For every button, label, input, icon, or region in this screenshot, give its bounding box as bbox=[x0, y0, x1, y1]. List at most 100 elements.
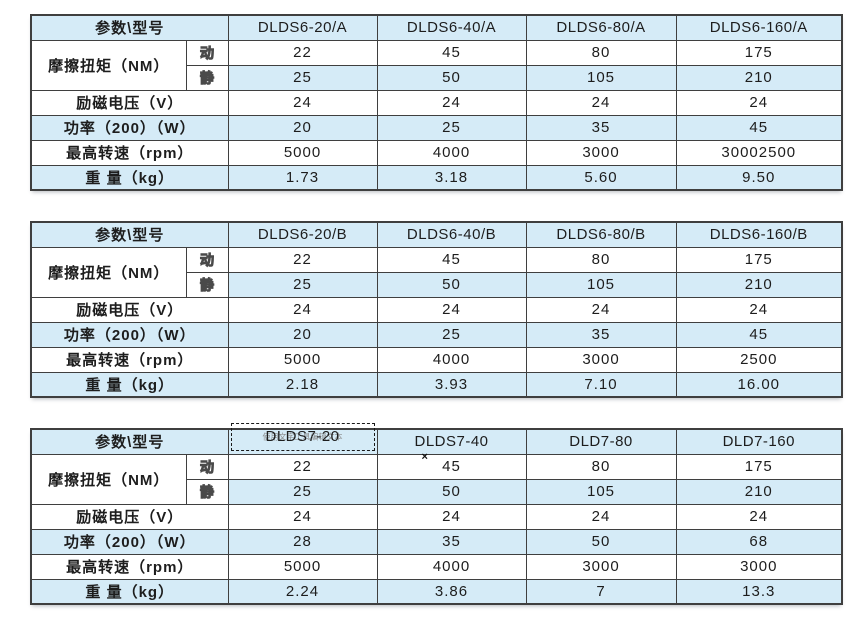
placeholder-watermark: 使用文字工具编辑文本 bbox=[262, 432, 343, 442]
power-value: 35 bbox=[525, 114, 677, 141]
weight-value: 2.18 bbox=[227, 371, 378, 398]
static-torque-value: 210 bbox=[675, 271, 843, 298]
spec-table-dlds7: 参数\型号 使用文字工具编辑文本 DLDS7-20 DLDS7-40 DLD7-… bbox=[30, 423, 844, 605]
static-torque-value: 25 bbox=[227, 64, 378, 91]
model-header: DLDS6-160/B bbox=[675, 221, 843, 248]
dynamic-torque-icon-cell: 动 bbox=[185, 453, 229, 480]
weight-value: 1.73 bbox=[227, 164, 378, 191]
dynamic-glyph-icon: 动 bbox=[200, 44, 215, 61]
static-torque-value: 105 bbox=[525, 478, 677, 505]
voltage-value: 24 bbox=[227, 89, 378, 116]
model-header-placeholder-cell: 使用文字工具编辑文本 DLDS7-20 bbox=[227, 423, 378, 455]
spec-table-dlds6-a: 参数\型号 DLDS6-20/A DLDS6-40/A DLDS6-80/A D… bbox=[30, 14, 844, 191]
speed-value: 5000 bbox=[227, 553, 378, 580]
static-torque-value: 105 bbox=[525, 271, 677, 298]
header-row: 参数\型号 DLDS6-20/B DLDS6-40/B DLDS6-80/B D… bbox=[30, 221, 843, 248]
weight-value: 3.86 bbox=[376, 578, 527, 605]
speed-label: 最高转速（rpm） bbox=[30, 553, 229, 580]
static-torque-value: 50 bbox=[376, 271, 527, 298]
voltage-label: 励磁电压（V） bbox=[30, 503, 229, 530]
voltage-value: 24 bbox=[675, 503, 843, 530]
power-value: 20 bbox=[227, 114, 378, 141]
weight-value: 3.18 bbox=[376, 164, 527, 191]
power-label: 功率（200）（W） bbox=[30, 114, 229, 141]
page: 参数\型号 DLDS6-20/A DLDS6-40/A DLDS6-80/A D… bbox=[30, 14, 844, 605]
voltage-row: 励磁电压（V） 24 24 24 24 bbox=[30, 296, 843, 323]
param-model-header: 参数\型号 bbox=[30, 221, 229, 248]
power-value: 20 bbox=[227, 321, 378, 348]
static-torque-value: 50 bbox=[376, 64, 527, 91]
model-header: DLDS6-80/B bbox=[525, 221, 677, 248]
dynamic-torque-value: 45 bbox=[376, 39, 527, 66]
weight-label: 重 量（kg） bbox=[30, 578, 229, 605]
weight-row: 重 量（kg） 2.18 3.93 7.10 16.00 bbox=[30, 371, 843, 398]
dynamic-torque-value: 80 bbox=[525, 246, 677, 273]
power-row: 功率（200）（W） 20 25 35 45 bbox=[30, 114, 843, 141]
model-header: DLDS6-20/B bbox=[227, 221, 378, 248]
voltage-row: 励磁电压（V） 24 24 24 24 bbox=[30, 503, 843, 530]
dynamic-torque-value: 175 bbox=[675, 246, 843, 273]
dynamic-torque-value: 22 bbox=[227, 453, 378, 480]
speed-value: 5000 bbox=[227, 346, 378, 373]
static-torque-value: 210 bbox=[675, 64, 843, 91]
dynamic-torque-row: 摩擦扭矩（NM） 动 22 45 80 175 bbox=[30, 39, 843, 91]
weight-value: 9.50 bbox=[675, 164, 843, 191]
power-row: 功率（200）（W） 28 35 50 68 bbox=[30, 528, 843, 555]
voltage-value: 24 bbox=[525, 296, 677, 323]
speed-value: 4000 bbox=[376, 346, 527, 373]
friction-torque-label: 摩擦扭矩（NM） bbox=[30, 246, 187, 298]
voltage-label: 励磁电压（V） bbox=[30, 296, 229, 323]
dynamic-glyph-icon: 动 bbox=[200, 458, 215, 475]
text-placeholder-box[interactable]: 使用文字工具编辑文本 DLDS7-20 bbox=[230, 423, 375, 451]
speed-row: 最高转速（rpm） 5000 4000 3000 2500 bbox=[30, 346, 843, 373]
power-value: 68 bbox=[675, 528, 843, 555]
power-row: 功率（200）（W） 20 25 35 45 bbox=[30, 321, 843, 348]
power-value: 25 bbox=[376, 114, 527, 141]
param-model-header: 参数\型号 bbox=[30, 14, 229, 41]
param-model-header: 参数\型号 bbox=[30, 428, 229, 455]
dynamic-torque-value-marked: × 45 bbox=[376, 451, 527, 480]
speed-value: 5000 bbox=[227, 139, 378, 166]
power-value: 50 bbox=[525, 528, 677, 555]
weight-value: 2.24 bbox=[227, 578, 378, 605]
dynamic-torque-value: 22 bbox=[227, 246, 378, 273]
power-label: 功率（200）（W） bbox=[30, 321, 229, 348]
speed-value: 4000 bbox=[376, 553, 527, 580]
voltage-value: 24 bbox=[227, 296, 378, 323]
header-row: 参数\型号 使用文字工具编辑文本 DLDS7-20 DLDS7-40 DLD7-… bbox=[30, 423, 843, 455]
model-header: DLDS7-40 bbox=[376, 428, 527, 455]
voltage-value: 24 bbox=[675, 296, 843, 323]
dynamic-torque-value: 175 bbox=[675, 39, 843, 66]
speed-row: 最高转速（rpm） 5000 4000 3000 3000 bbox=[30, 553, 843, 580]
weight-row: 重 量（kg） 1.73 3.18 5.60 9.50 bbox=[30, 164, 843, 191]
model-header: DLDS6-20/A bbox=[227, 14, 378, 41]
static-torque-icon-cell: 静 bbox=[185, 271, 229, 298]
dynamic-glyph-icon: 动 bbox=[200, 251, 215, 268]
power-value: 45 bbox=[675, 114, 843, 141]
voltage-value: 24 bbox=[227, 503, 378, 530]
voltage-value: 24 bbox=[376, 296, 527, 323]
weight-value: 16.00 bbox=[675, 371, 843, 398]
speed-label: 最高转速（rpm） bbox=[30, 139, 229, 166]
speed-value: 3000 bbox=[675, 553, 843, 580]
friction-torque-label: 摩擦扭矩（NM） bbox=[30, 39, 187, 91]
static-torque-row: 静 25 50 105 210 bbox=[31, 64, 843, 91]
power-value: 35 bbox=[525, 321, 677, 348]
weight-value: 7.10 bbox=[525, 371, 677, 398]
weight-row: 重 量（kg） 2.24 3.86 7 13.3 bbox=[30, 578, 843, 605]
voltage-value: 24 bbox=[675, 89, 843, 116]
power-value: 35 bbox=[376, 528, 527, 555]
power-value: 25 bbox=[376, 321, 527, 348]
model-header: DLDS7-20 bbox=[265, 428, 340, 446]
dynamic-torque-value: 45 bbox=[376, 246, 527, 273]
power-value: 45 bbox=[675, 321, 843, 348]
model-header: DLDS6-40/B bbox=[376, 221, 527, 248]
speed-value: 2500 bbox=[675, 346, 843, 373]
weight-label: 重 量（kg） bbox=[30, 164, 229, 191]
dynamic-torque-value: 45 bbox=[442, 458, 461, 475]
static-torque-value: 25 bbox=[227, 271, 378, 298]
speed-value: 3000 bbox=[525, 139, 677, 166]
static-glyph-icon: 静 bbox=[200, 276, 215, 293]
weight-value: 5.60 bbox=[525, 164, 677, 191]
voltage-value: 24 bbox=[376, 503, 527, 530]
